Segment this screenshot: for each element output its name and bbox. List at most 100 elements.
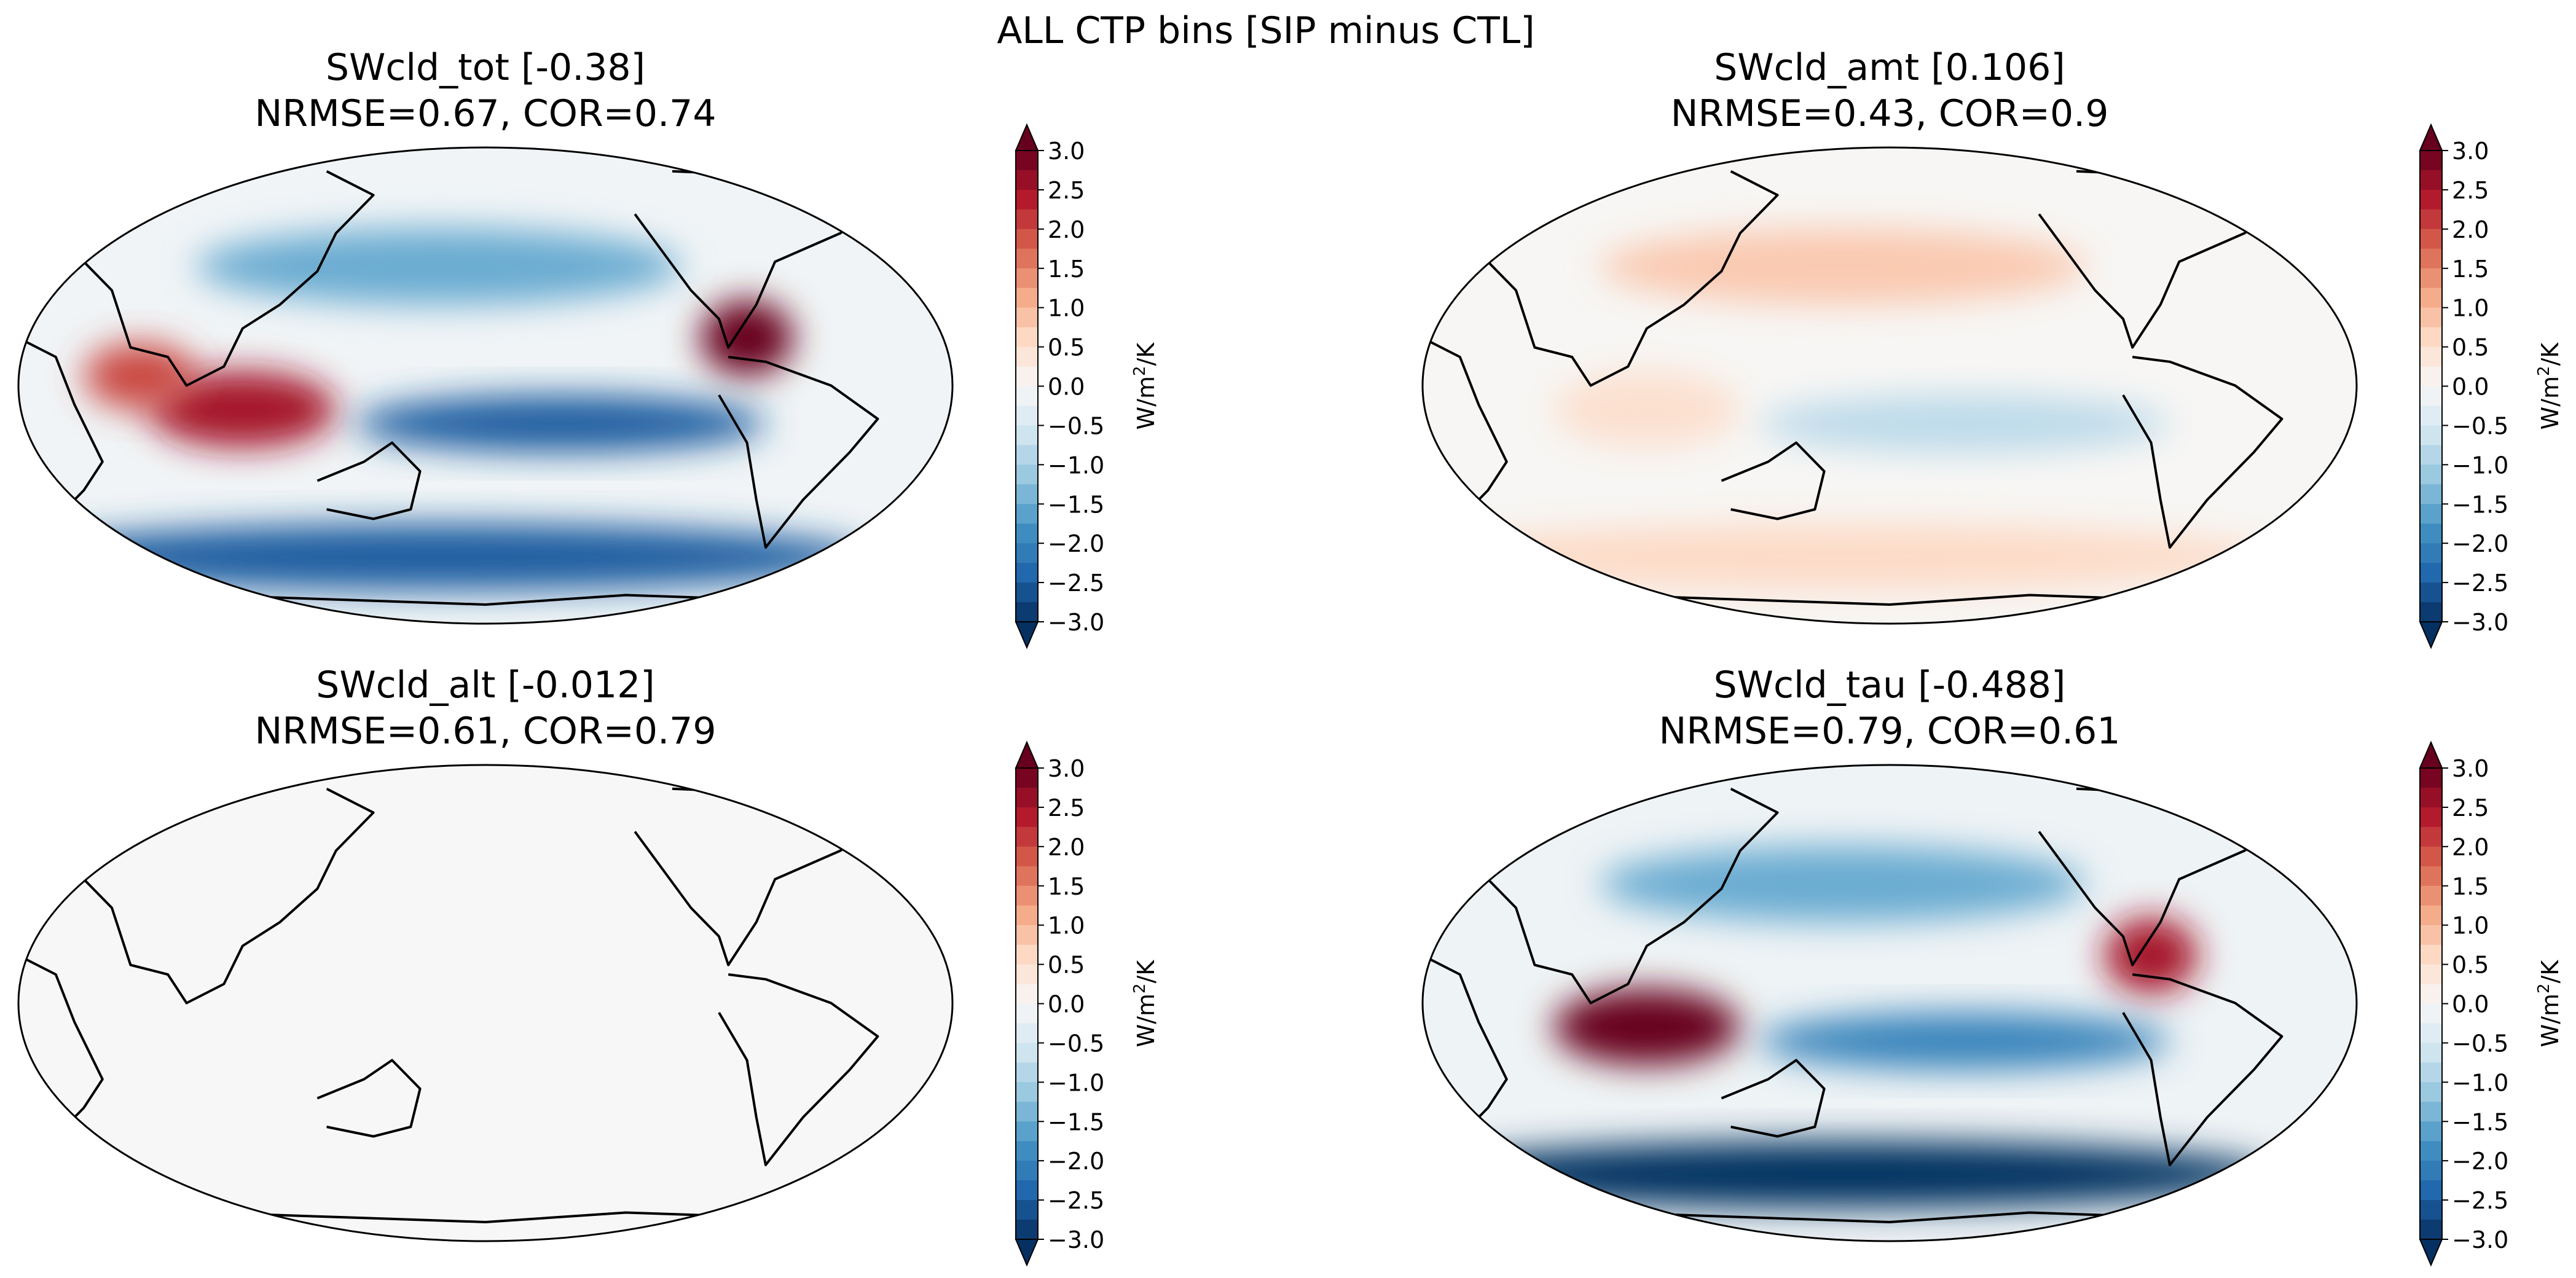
colorbar-tick-label: 2.0 <box>2452 834 2489 861</box>
colorbar-tick-label: 1.0 <box>2452 912 2489 939</box>
map-boundary <box>17 146 954 625</box>
colorbar-level <box>2420 307 2442 328</box>
colorbar-level <box>1016 582 1038 603</box>
anomaly-north-pacific <box>1600 845 2086 922</box>
colorbar-tick-label: 0.5 <box>1048 334 1085 361</box>
colorbar-level <box>2420 1062 2442 1083</box>
colorbar-level <box>2420 425 2442 445</box>
anomaly-southern-ocean <box>18 523 869 590</box>
colorbar-level <box>2420 484 2442 504</box>
panel-title: SWcld_alt [-0.012] <box>316 664 654 707</box>
colorbar-level <box>2420 1082 2442 1102</box>
colorbar-tick-label: −2.0 <box>1048 530 1104 557</box>
colorbar: 3.0 2.5 2.0 1.5 1.0 0.5 0.0 −0.5 −1.0 −1.5 −2.0 −2.… <box>1015 740 1160 1267</box>
colorbar-label-exponent: 2 <box>2535 366 2553 376</box>
colorbar-level <box>1016 170 1038 190</box>
colorbar-level <box>2420 229 2442 249</box>
colorbar-label: W/m2/K <box>1131 342 1160 430</box>
colorbar-level <box>2420 386 2442 407</box>
colorbar-level <box>1016 445 1038 465</box>
colorbar-level <box>1016 563 1038 583</box>
colorbar-label-unit: W/m <box>1133 376 1160 429</box>
colorbar-level <box>2420 268 2442 289</box>
colorbar-tick-label: −1.0 <box>2452 452 2508 479</box>
colorbar-tick-label: −1.0 <box>1048 1069 1104 1096</box>
colorbar-tick-label: −1.5 <box>2452 1108 2508 1135</box>
colorbar-level <box>2420 905 2442 926</box>
colorbar-label-per-k: /K <box>2537 960 2564 984</box>
colorbar-tick-label: 1.5 <box>1048 873 1085 900</box>
map-field <box>1423 147 2357 624</box>
colorbar-tick-label: −2.5 <box>2452 570 2508 597</box>
map-boundary <box>1421 764 2358 1242</box>
colorbar-level <box>1016 523 1038 544</box>
anomaly-southern-ocean <box>1423 523 2273 590</box>
anomaly-north-pacific <box>1600 228 2086 305</box>
colorbar-level <box>1016 768 1038 788</box>
colorbar-level <box>2420 768 2442 788</box>
colorbar-label-per-k: /K <box>1133 342 1160 366</box>
colorbar-label-unit: W/m <box>2537 994 2564 1047</box>
colorbar-level <box>1016 406 1038 426</box>
colorbar-label-exponent: 2 <box>1131 366 1149 376</box>
colorbar-level <box>2420 406 2442 426</box>
colorbar-level <box>1016 1082 1038 1102</box>
colorbar-level <box>2420 523 2442 544</box>
colorbar-level <box>1016 905 1038 926</box>
colorbar-label: W/m2/K <box>2535 960 2564 1048</box>
panel-stats: NRMSE=0.43, COR=0.9 <box>1671 92 2109 135</box>
anomaly-central-america <box>2104 917 2198 994</box>
colorbar-tick-label: 2.5 <box>2452 794 2489 821</box>
colorbar-level <box>1016 984 1038 1005</box>
colorbar-level <box>2420 170 2442 190</box>
colorbar-level <box>1016 866 1038 887</box>
colorbar-level <box>2420 866 2442 887</box>
colorbar-level <box>2420 826 2442 847</box>
colorbar-tick-label: 2.5 <box>1048 177 1085 204</box>
colorbar-tick-label: 2.5 <box>2452 177 2489 204</box>
colorbar-tick-label: 0.5 <box>2452 334 2489 361</box>
colorbar-level <box>1016 484 1038 504</box>
colorbar-level <box>1016 1023 1038 1044</box>
colorbar-tick-label: 0.5 <box>2452 952 2489 979</box>
panel-title: SWcld_tau [-0.488] <box>1714 664 2066 707</box>
colorbar-level <box>2420 543 2442 563</box>
colorbar-level <box>2420 209 2442 230</box>
colorbar-tick-label: −1.5 <box>1048 1108 1104 1135</box>
colorbar-level <box>2420 366 2442 387</box>
colorbar-level <box>1016 1003 1038 1024</box>
colorbar-label-per-k: /K <box>2537 342 2564 366</box>
colorbar-level <box>1016 925 1038 946</box>
panel-SWcld_alt: SWcld_alt [-0.012]NRMSE=0.61, COR=0.79 3.… <box>17 664 1160 1267</box>
colorbar-level <box>1016 386 1038 407</box>
colorbar-tick-label: −1.0 <box>1048 452 1104 479</box>
colorbar-level <box>2420 1043 2442 1063</box>
panel-stats: NRMSE=0.67, COR=0.74 <box>254 92 716 135</box>
colorbar-label-exponent: 2 <box>2535 983 2553 994</box>
colorbar-level <box>2420 925 2442 946</box>
colorbar-level <box>2420 1180 2442 1201</box>
colorbar-level <box>1016 189 1038 210</box>
colorbar-tick-label: −2.5 <box>1048 570 1104 597</box>
colorbar-tick-label: −0.5 <box>1048 412 1104 439</box>
coastline-australia <box>1721 441 1826 520</box>
colorbar-level <box>1016 307 1038 328</box>
colorbar-level <box>1016 1141 1038 1161</box>
colorbar-tick-label: 1.5 <box>2452 256 2489 283</box>
map-boundary <box>1421 146 2358 625</box>
anomaly-southern-ocean <box>1423 1141 2273 1208</box>
colorbar-tick-label: −2.5 <box>2452 1187 2508 1214</box>
colorbar-tick-label: −2.5 <box>1048 1187 1104 1214</box>
colorbar-level <box>1016 807 1038 828</box>
colorbar-level <box>2420 944 2442 965</box>
colorbar-level <box>1016 327 1038 348</box>
colorbar-tick-label: −2.0 <box>2452 1148 2508 1175</box>
coastline-south-america <box>718 356 879 549</box>
colorbar-level <box>2420 1121 2442 1142</box>
colorbar-tick-label: 3.0 <box>1048 138 1085 165</box>
map-boundary <box>17 764 954 1242</box>
colorbar-tick-label: −1.5 <box>1048 491 1104 518</box>
colorbar-level <box>2420 563 2442 583</box>
figure-suptitle: ALL CTP bins [SIP minus CTL] <box>997 9 1534 52</box>
